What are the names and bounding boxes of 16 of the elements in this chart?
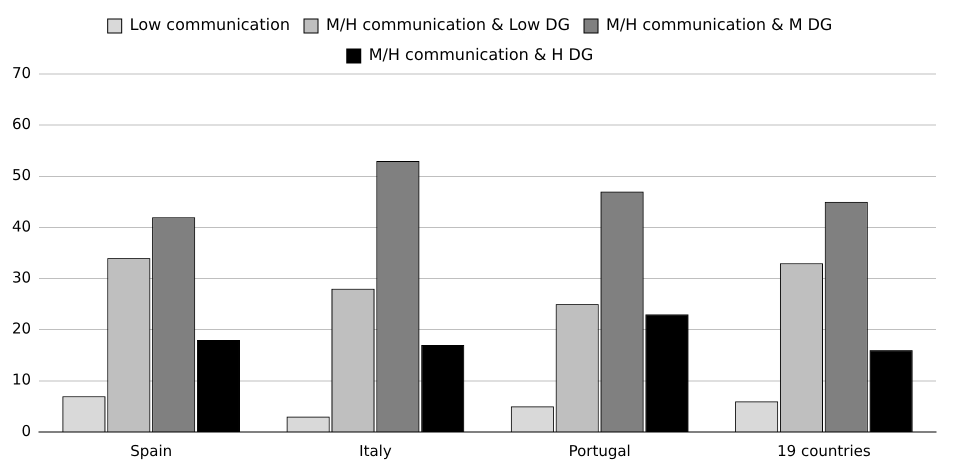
x-tick-label: 19 countries	[777, 442, 871, 460]
y-tick-label: 40	[12, 217, 32, 236]
y-tick-label: 70	[12, 64, 32, 82]
y-tick-label: 30	[12, 268, 32, 286]
x-tick-label: Spain	[130, 442, 172, 460]
y-tick-label: 60	[12, 115, 32, 134]
legend-label: M/H communication & Low DG	[326, 15, 570, 34]
y-tick-label: 0	[22, 422, 32, 440]
x-tick-label: Portugal	[568, 442, 631, 460]
y-tick-label: 10	[12, 370, 32, 389]
legend-label: M/H communication & H DG	[368, 45, 594, 64]
y-tick-label: 20	[12, 320, 32, 338]
y-tick-label: 50	[12, 166, 32, 184]
x-tick-label: Italy	[359, 442, 392, 460]
legend-label: Low communication	[130, 15, 290, 34]
legend-label: M/H communication & M DG	[606, 15, 832, 34]
